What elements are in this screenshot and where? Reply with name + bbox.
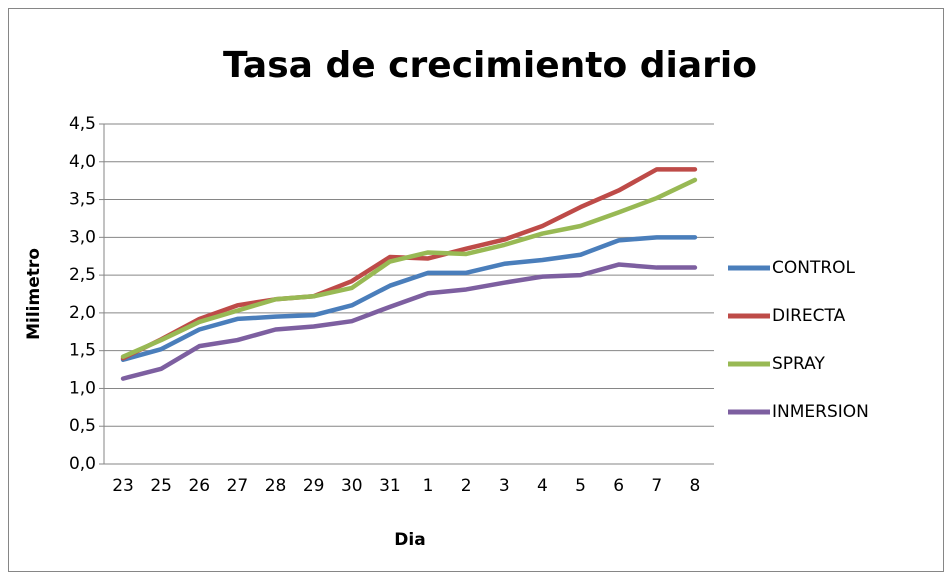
series-line (120, 235, 698, 362)
x-tick-label: 7 (651, 476, 662, 496)
x-tick-label: 27 (227, 476, 249, 496)
legend-label: CONTROL (772, 258, 856, 278)
y-tick-label: 1,5 (69, 341, 96, 361)
x-tick-label: 29 (303, 476, 325, 496)
y-tick-label: 0,5 (69, 416, 96, 436)
x-axis-label: Dia (394, 530, 425, 550)
x-tick-label: 26 (188, 476, 210, 496)
y-tick-label: 4,5 (69, 114, 96, 134)
y-tick-label: 3,0 (69, 227, 96, 247)
y-tick-label: 3,5 (69, 190, 96, 210)
y-tick-label: 2,5 (69, 265, 96, 285)
x-tick-label: 25 (150, 476, 172, 496)
x-tick-label: 28 (265, 476, 287, 496)
series-line (120, 177, 698, 359)
y-axis-label: Milimetro (24, 248, 44, 340)
x-tick-label: 23 (112, 476, 134, 496)
y-tick-label: 0,0 (69, 454, 96, 474)
x-tick-label: 31 (379, 476, 401, 496)
x-tick-label: 2 (461, 476, 472, 496)
x-tick-label: 8 (690, 476, 701, 496)
y-tick-label: 2,0 (69, 303, 96, 323)
series-line (120, 262, 698, 381)
legend-label: SPRAY (772, 354, 825, 374)
x-tick-label: 1 (423, 476, 434, 496)
x-tick-label: 4 (537, 476, 548, 496)
y-tick-label: 4,0 (69, 152, 96, 172)
x-tick-label: 30 (341, 476, 363, 496)
legend-label: DIRECTA (772, 306, 846, 326)
x-tick-label: 3 (499, 476, 510, 496)
x-tick-label: 5 (575, 476, 586, 496)
y-tick-label: 1,0 (69, 378, 96, 398)
x-tick-label: 6 (613, 476, 624, 496)
legend-label: INMERSION (772, 402, 869, 422)
chart-title: Tasa de crecimiento diario (223, 45, 757, 86)
